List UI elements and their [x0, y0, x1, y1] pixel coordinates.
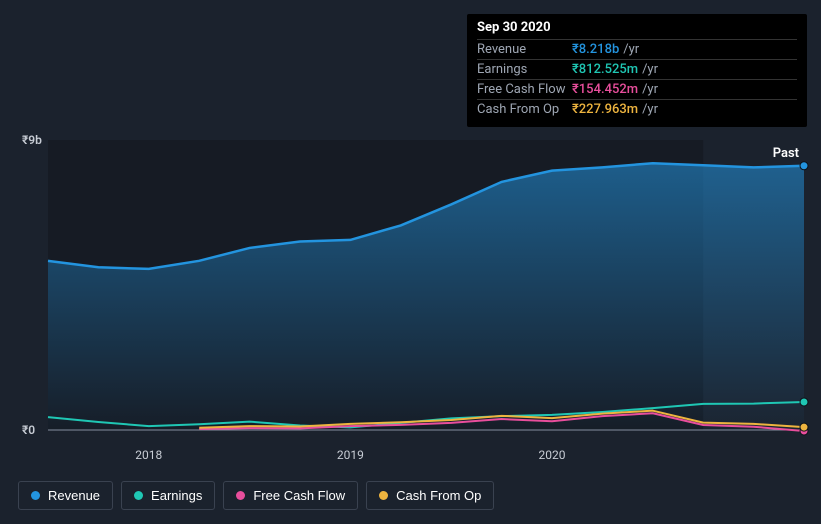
- legend-item-label: Earnings: [151, 488, 202, 503]
- x-axis-tick-label: 2019: [337, 448, 364, 462]
- legend-item-label: Cash From Op: [396, 488, 481, 503]
- series-end-dot: [800, 162, 808, 170]
- x-axis-tick-label: 2018: [135, 448, 162, 462]
- legend-dot-icon: [379, 491, 388, 500]
- chart-container: Sep 30 2020 Revenue₹8.218b/yrEarnings₹81…: [0, 0, 821, 524]
- tooltip-row-label: Cash From Op: [477, 102, 572, 117]
- series-end-dot: [800, 423, 808, 431]
- tooltip-row-unit: /yr: [623, 42, 639, 57]
- series-end-dot: [800, 398, 808, 406]
- y-axis-tick-label: ₹9b: [22, 133, 42, 147]
- tooltip-row-unit: /yr: [642, 102, 658, 117]
- tooltip-row: Cash From Op₹227.963m/yr: [477, 99, 797, 119]
- chart-tooltip: Sep 30 2020 Revenue₹8.218b/yrEarnings₹81…: [467, 14, 807, 127]
- legend-item-cash-from-op[interactable]: Cash From Op: [366, 481, 494, 510]
- tooltip-row-unit: /yr: [642, 82, 658, 97]
- tooltip-row-label: Revenue: [477, 42, 572, 57]
- legend-item-label: Revenue: [48, 488, 100, 503]
- legend-dot-icon: [134, 491, 143, 500]
- chart-legend: Revenue Earnings Free Cash Flow Cash From O…: [18, 481, 494, 510]
- tooltip-row-label: Free Cash Flow: [477, 82, 572, 97]
- past-label: Past: [773, 146, 799, 161]
- tooltip-row-value: ₹227.963m: [572, 102, 638, 117]
- legend-dot-icon: [236, 491, 245, 500]
- y-axis-tick-label: ₹0: [22, 423, 35, 437]
- x-axis-tick-label: 2020: [539, 448, 566, 462]
- legend-dot-icon: [31, 491, 40, 500]
- tooltip-row: Free Cash Flow₹154.452m/yr: [477, 79, 797, 99]
- tooltip-row-value: ₹154.452m: [572, 82, 638, 97]
- legend-item-earnings[interactable]: Earnings: [121, 481, 215, 510]
- legend-item-revenue[interactable]: Revenue: [18, 481, 113, 510]
- tooltip-row: Earnings₹812.525m/yr: [477, 59, 797, 79]
- tooltip-row-value: ₹812.525m: [572, 62, 638, 77]
- tooltip-row-value: ₹8.218b: [572, 42, 619, 57]
- tooltip-row-label: Earnings: [477, 62, 572, 77]
- tooltip-row: Revenue₹8.218b/yr: [477, 39, 797, 59]
- tooltip-date: Sep 30 2020: [477, 20, 797, 35]
- legend-item-label: Free Cash Flow: [253, 488, 345, 503]
- legend-item-free-cash-flow[interactable]: Free Cash Flow: [223, 481, 358, 510]
- tooltip-row-unit: /yr: [642, 62, 658, 77]
